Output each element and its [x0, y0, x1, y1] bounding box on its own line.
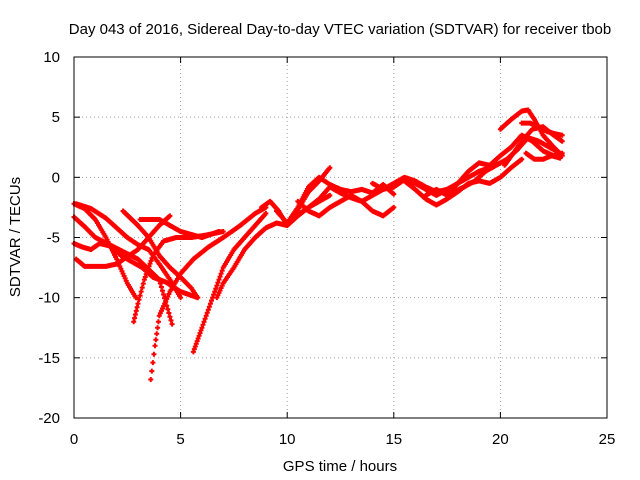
y-tick-label: 0 [52, 169, 60, 186]
x-tick-label: 0 [70, 431, 78, 448]
x-tick-label: 25 [599, 431, 616, 448]
tick-marks [73, 56, 608, 419]
chart-title: Day 043 of 2016, Sidereal Day-to-day VTE… [69, 21, 611, 38]
series-sat-e [73, 201, 184, 301]
x-tick-label: 20 [492, 431, 509, 448]
y-tick-labels: 10 5 0 -5 -10 -15 -20 [38, 49, 60, 427]
series-layer [71, 107, 565, 382]
series-sat-w [523, 150, 563, 162]
x-tick-labels: 0 5 10 15 20 25 [70, 431, 616, 448]
y-tick-label: -20 [38, 410, 60, 427]
y-tick-label: 10 [43, 49, 60, 66]
series-sat-h [137, 216, 222, 240]
x-tick-label: 10 [279, 431, 296, 448]
y-axis-label: SDTVAR / TECUs [7, 177, 24, 297]
x-tick-label: 15 [385, 431, 402, 448]
series-sat-t [497, 107, 565, 159]
series-sat-o [295, 192, 397, 219]
x-tick-label: 5 [176, 431, 184, 448]
y-tick-label: -10 [38, 290, 60, 307]
series-sat-k [214, 192, 333, 301]
series-sat-g [120, 208, 201, 301]
series-sat-v [519, 120, 565, 138]
series-sat-j [190, 210, 269, 355]
y-tick-label: -15 [38, 350, 60, 367]
y-tick-label: -5 [47, 230, 60, 247]
series-sat-i [148, 204, 269, 382]
y-tick-label: 5 [52, 109, 60, 126]
x-axis-label: GPS time / hours [283, 458, 397, 475]
